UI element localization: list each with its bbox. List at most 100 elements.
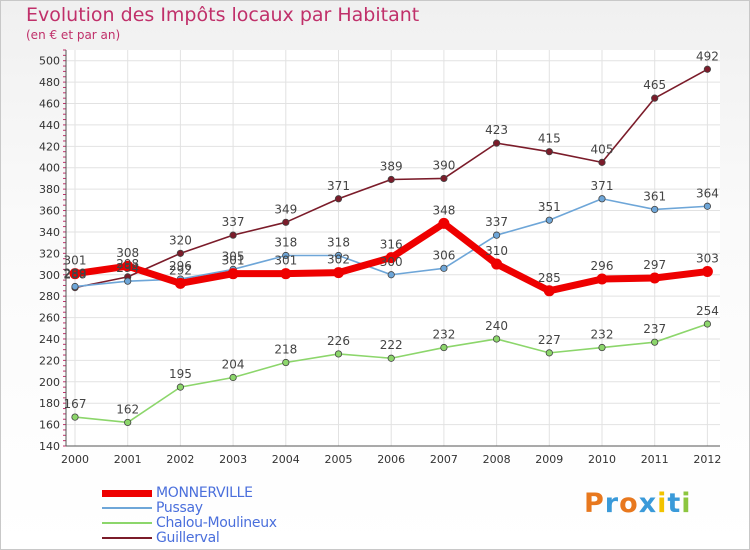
x-tick-label: 2012 [693,453,721,466]
data-point [598,195,606,203]
x-tick-label: 2006 [377,453,405,466]
y-tick-label: 180 [39,397,60,410]
data-label: 303 [696,252,719,266]
legend-item: Pussay [102,501,203,515]
data-point [543,285,555,297]
data-label: 226 [327,334,350,348]
y-tick-label: 360 [39,205,60,218]
y-tick-label: 200 [39,376,60,389]
data-label: 349 [274,202,297,216]
data-label: 292 [169,263,192,277]
data-label: 371 [327,179,350,193]
data-point [651,205,659,214]
data-label: 415 [538,132,561,146]
logo-letter: r [604,488,620,519]
data-point [122,260,134,272]
x-tick-label: 2007 [430,453,458,466]
data-point [545,148,553,156]
data-point [438,217,450,229]
data-point [492,231,501,239]
legend-swatch [102,537,152,539]
data-point [387,271,395,279]
data-label: 405 [591,142,614,156]
data-point [282,218,290,226]
data-label: 310 [485,244,508,258]
data-point [651,94,659,102]
data-point [598,158,606,166]
data-point [124,277,132,285]
data-label: 361 [643,189,666,203]
axes: 140 160 180 200 220 240 260 280 300 320 340 360 380 4… [39,49,721,466]
legend-swatch [102,522,152,524]
data-point [227,268,239,280]
data-label: 167 [64,397,87,411]
legend-swatch [102,489,152,497]
y-tick-label: 160 [39,419,60,432]
legend-item: MONNERVILLE [102,486,253,500]
data-point [334,350,343,358]
data-point [282,251,290,260]
data-point [176,249,184,257]
data-point [598,343,606,352]
data-point [387,354,395,362]
data-point [703,320,712,328]
x-tick-label: 2008 [483,453,511,466]
data-label: 337 [222,215,245,229]
data-label: 195 [169,367,192,381]
y-tick-label: 480 [39,76,60,89]
data-label: 300 [380,255,403,269]
data-label: 301 [274,254,297,268]
data-point [69,268,81,280]
x-tick-label: 2003 [219,453,247,466]
data-point [334,251,343,260]
chart-title: Evolution des Impôts locaux par Habitant [26,4,420,26]
data-label: 423 [485,123,508,137]
data-point [333,267,344,279]
x-tick-label: 2011 [641,453,669,466]
legend-item: Guillerval [102,531,220,545]
data-point [703,65,712,73]
data-point [124,418,132,427]
logo-letter: t [667,488,682,519]
y-tick-label: 220 [39,354,60,367]
data-label: 237 [643,322,666,336]
logo-letter: o [619,488,639,519]
data-label: 297 [643,258,666,272]
x-tick-label: 2002 [166,453,194,466]
data-label: 285 [538,271,561,285]
logo-letter: x [638,488,658,519]
y-tick-label: 300 [39,269,60,282]
data-label: 337 [485,215,508,229]
y-tick-label: 260 [39,312,60,325]
data-point [229,231,237,239]
data-label: 227 [538,333,561,347]
data-label: 288 [64,268,87,282]
y-tick-label: 420 [39,140,60,153]
data-point [334,195,343,203]
data-labels-layer: 288 298 320 337 349 371 389 390 423 415 405 465 492 1… [64,49,719,416]
logo-letter: P [584,488,605,519]
data-label: 316 [380,238,403,252]
data-point [649,272,661,284]
grid-lines [66,50,720,447]
data-point [280,268,292,280]
data-label: 301 [222,254,245,268]
data-point [174,277,186,289]
y-tick-label: 240 [39,333,60,346]
data-label: 351 [538,200,561,214]
data-point [385,252,397,264]
data-label: 294 [116,261,139,275]
y-tick-label: 460 [39,98,60,111]
data-label: 390 [432,158,455,172]
legend-item: Chalou-Moulineux [102,516,277,530]
proxiti-logo: Proxiti [584,488,692,519]
data-point [596,273,608,285]
data-label: 232 [432,328,455,342]
y-tick-label: 440 [39,119,60,132]
data-label: 305 [222,249,245,263]
y-tick-label: 140 [39,440,60,453]
legend-swatch [102,507,152,509]
x-tick-label: 2000 [61,453,89,466]
data-label: 162 [116,402,139,416]
